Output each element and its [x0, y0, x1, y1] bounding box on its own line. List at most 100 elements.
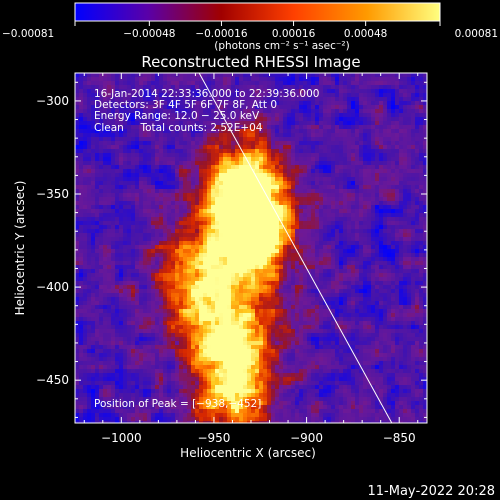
- heatmap-cell: [195, 217, 199, 221]
- heatmap-cell: [123, 257, 127, 261]
- heatmap-cell: [311, 209, 315, 213]
- heatmap-cell: [123, 225, 127, 229]
- heatmap-cell: [283, 197, 287, 201]
- heatmap-cell: [303, 137, 307, 141]
- heatmap-cell: [263, 113, 267, 117]
- heatmap-cell: [247, 93, 251, 97]
- heatmap-cell: [187, 85, 191, 89]
- heatmap-cell: [391, 125, 395, 129]
- heatmap-cell: [263, 209, 267, 213]
- heatmap-cell: [167, 233, 171, 237]
- heatmap-cell: [251, 97, 255, 101]
- heatmap-cell: [287, 113, 291, 117]
- heatmap-cell: [239, 197, 243, 201]
- heatmap-cell: [159, 169, 163, 173]
- heatmap-cell: [79, 297, 83, 301]
- heatmap-cell: [219, 173, 223, 177]
- heatmap-cell: [351, 153, 355, 157]
- heatmap-cell: [303, 177, 307, 181]
- heatmap-cell: [155, 201, 159, 205]
- heatmap-cell: [363, 101, 367, 105]
- heatmap-cell: [179, 109, 183, 113]
- heatmap-cell: [415, 105, 419, 109]
- heatmap-cell: [227, 153, 231, 157]
- heatmap-cell: [223, 237, 227, 241]
- heatmap-cell: [267, 257, 271, 261]
- heatmap-cell: [75, 169, 79, 173]
- heatmap-cell: [103, 245, 107, 249]
- heatmap-cell: [295, 113, 299, 117]
- heatmap-cell: [291, 137, 295, 141]
- heatmap-cell: [207, 77, 211, 81]
- heatmap-cell: [83, 77, 87, 81]
- heatmap-cell: [391, 201, 395, 205]
- heatmap-cell: [131, 153, 135, 157]
- heatmap-cell: [411, 97, 415, 101]
- heatmap-cell: [187, 269, 191, 273]
- heatmap-cell: [75, 281, 79, 285]
- heatmap-cell: [75, 245, 79, 249]
- heatmap-cell: [255, 293, 259, 297]
- heatmap-cell: [75, 277, 79, 281]
- heatmap-cell: [115, 129, 119, 133]
- heatmap-cell: [231, 285, 235, 289]
- heatmap-cell: [287, 257, 291, 261]
- heatmap-cell: [355, 257, 359, 261]
- heatmap-cell: [407, 81, 411, 85]
- heatmap-cell: [387, 149, 391, 153]
- heatmap-cell: [79, 253, 83, 257]
- heatmap-cell: [139, 109, 143, 113]
- heatmap-cell: [399, 81, 403, 85]
- heatmap-cell: [75, 261, 79, 265]
- heatmap-cell: [147, 153, 151, 157]
- heatmap-cell: [407, 113, 411, 117]
- heatmap-cell: [219, 285, 223, 289]
- heatmap-cell: [339, 153, 343, 157]
- heatmap-cell: [219, 273, 223, 277]
- heatmap-cell: [283, 81, 287, 85]
- heatmap-cell: [279, 265, 283, 269]
- heatmap-cell: [107, 277, 111, 281]
- heatmap-cell: [407, 229, 411, 233]
- heatmap-cell: [339, 233, 343, 237]
- heatmap-cell: [423, 73, 427, 77]
- heatmap-cell: [375, 261, 379, 265]
- heatmap-cell: [219, 225, 223, 229]
- heatmap-cell: [379, 129, 383, 133]
- heatmap-cell: [163, 149, 167, 153]
- heatmap-cell: [331, 261, 335, 265]
- heatmap-cell: [211, 101, 215, 105]
- heatmap-cell: [339, 277, 343, 281]
- heatmap-cell: [119, 133, 123, 137]
- heatmap-cell: [375, 77, 379, 81]
- heatmap-cell: [79, 133, 83, 137]
- heatmap-cell: [275, 289, 279, 293]
- heatmap-cell: [315, 161, 319, 165]
- heatmap-cell: [347, 289, 351, 293]
- heatmap-cell: [175, 245, 179, 249]
- heatmap-cell: [219, 293, 223, 297]
- heatmap-cell: [411, 217, 415, 221]
- heatmap-cell: [183, 185, 187, 189]
- heatmap-cell: [131, 85, 135, 89]
- heatmap-cell: [247, 261, 251, 265]
- heatmap-cell: [271, 97, 275, 101]
- heatmap-cell: [311, 249, 315, 253]
- heatmap-cell: [295, 153, 299, 157]
- heatmap-cell: [259, 77, 263, 81]
- heatmap-cell: [119, 165, 123, 169]
- heatmap-cell: [271, 157, 275, 161]
- heatmap-cell: [151, 105, 155, 109]
- heatmap-cell: [259, 185, 263, 189]
- heatmap-cell: [335, 257, 339, 261]
- heatmap-cell: [379, 125, 383, 129]
- heatmap-cell: [87, 133, 91, 137]
- heatmap-cell: [143, 249, 147, 253]
- heatmap-cell: [287, 73, 291, 77]
- heatmap-cell: [359, 113, 363, 117]
- heatmap-cell: [343, 209, 347, 213]
- heatmap-cell: [407, 213, 411, 217]
- heatmap-cell: [319, 189, 323, 193]
- heatmap-cell: [407, 133, 411, 137]
- heatmap-cell: [223, 213, 227, 217]
